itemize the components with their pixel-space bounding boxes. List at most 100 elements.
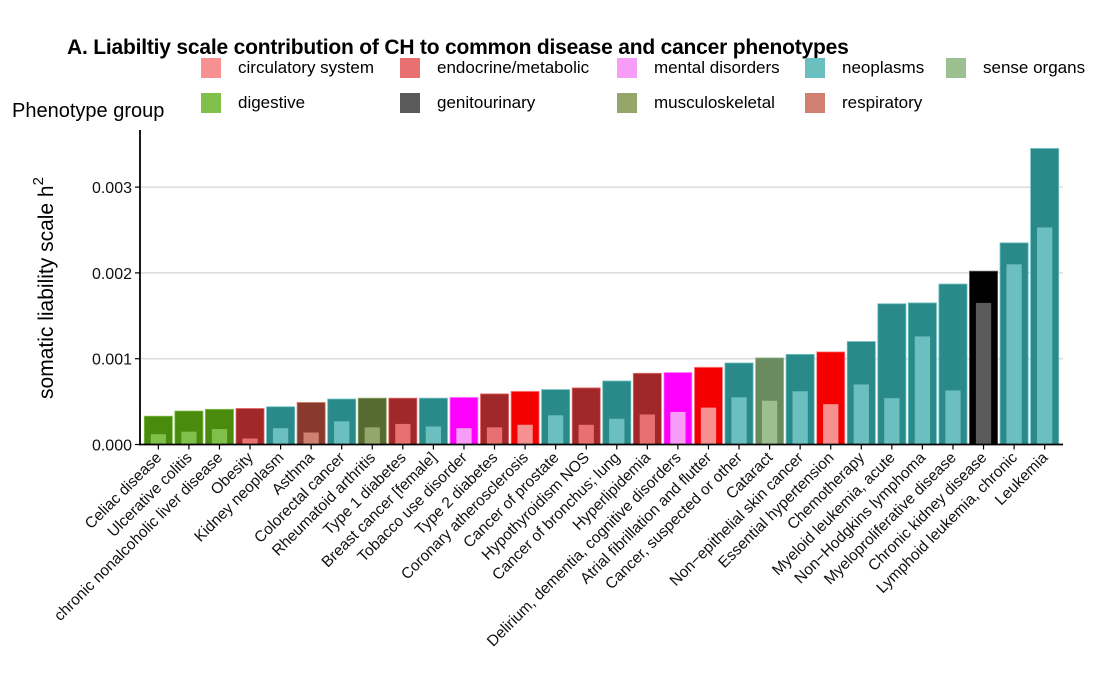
bar-inner	[853, 384, 869, 445]
legend-label: endocrine/metabolic	[437, 58, 590, 77]
bar-inner	[303, 432, 319, 445]
bar-inner	[517, 424, 533, 445]
bar-inner	[670, 411, 686, 445]
legend-swatch	[201, 93, 221, 113]
bar-inner	[731, 397, 747, 445]
legend-swatch	[617, 58, 637, 78]
legend-item-genitourinary: genitourinary	[400, 91, 535, 115]
bar-inner	[364, 427, 380, 445]
bar-inner	[181, 431, 197, 445]
bar-inner	[914, 336, 931, 445]
legend-item-endocrine-metabolic: endocrine/metabolic	[400, 56, 589, 80]
legend-item-circulatory-system: circulatory system	[201, 56, 374, 80]
bar-group	[480, 393, 509, 445]
bar-group	[143, 415, 173, 445]
bar-inner	[700, 407, 717, 445]
legend-label: mental disorders	[654, 58, 780, 77]
bar-inner	[945, 390, 961, 445]
legend-swatch	[400, 58, 420, 78]
legend-label: respiratory	[842, 93, 923, 112]
bar-group	[327, 398, 357, 445]
bar-inner	[975, 302, 992, 445]
bar-inner	[242, 438, 258, 445]
legend-label: digestive	[238, 93, 306, 112]
bar-inner	[1037, 227, 1053, 445]
bar-inner	[334, 421, 350, 445]
bar-group	[449, 396, 479, 445]
bar-group	[663, 372, 693, 445]
bar-inner	[578, 424, 594, 445]
bar-group	[724, 362, 754, 445]
bar-group	[755, 357, 785, 445]
bar-inner	[792, 391, 808, 445]
bar-group	[174, 410, 204, 445]
chart-title: A. Liabiltiy scale contribution of CH to…	[67, 36, 849, 59]
legend-item-sense-organs: sense organs	[946, 56, 1085, 80]
legend-item-digestive: digestive	[201, 91, 305, 115]
bar-inner	[272, 428, 289, 445]
bar-group	[694, 366, 723, 445]
bar-group	[602, 380, 632, 445]
bar-inner	[639, 414, 655, 445]
legend-swatch	[617, 93, 637, 113]
bar-group	[1030, 148, 1060, 445]
y-axis-label: somatic liability scale h2	[30, 177, 58, 399]
bar-group	[571, 387, 601, 445]
legend-item-musculoskeletal: musculoskeletal	[617, 91, 775, 115]
legend-swatch	[946, 58, 966, 78]
bars	[143, 148, 1060, 445]
legend-swatch	[400, 93, 420, 113]
legend-swatch	[805, 58, 825, 78]
bar-group	[877, 303, 907, 445]
legend-label: genitourinary	[437, 93, 536, 112]
bar-inner	[884, 398, 900, 445]
bar-group	[907, 302, 937, 445]
bar-group	[388, 397, 418, 445]
y-axis-label-superscript: 2	[30, 177, 47, 185]
bar-group	[785, 354, 815, 445]
y-axis-ticks: 0.000 0.001 0.002 0.003	[92, 180, 140, 455]
y-tick-label: 0.000	[92, 438, 132, 455]
bar-group	[357, 397, 387, 445]
legend-label: musculoskeletal	[654, 93, 775, 112]
bar-group	[846, 341, 876, 445]
y-tick-label: 0.003	[92, 180, 132, 197]
bar-group	[541, 389, 571, 445]
bar-inner	[456, 428, 472, 445]
bar-inner	[211, 429, 228, 445]
bar-group	[510, 390, 540, 445]
bar-inner	[425, 426, 442, 445]
legend-swatch	[805, 93, 825, 113]
legend-title: Phenotype group	[12, 100, 165, 122]
axes	[139, 130, 1063, 446]
bar-group	[938, 283, 968, 445]
y-axis-label-text: somatic liability scale h	[35, 185, 58, 399]
bar-group	[816, 351, 846, 445]
bar-group	[999, 242, 1029, 445]
bar-inner	[395, 423, 411, 445]
bar-group	[418, 397, 448, 445]
legend-label: neoplasms	[842, 58, 925, 77]
bar-inner	[761, 400, 778, 445]
bar-inner	[486, 427, 503, 445]
bar-group	[969, 270, 998, 445]
bar-group	[296, 402, 326, 445]
bar-inner	[150, 434, 166, 445]
bar-inner	[609, 418, 625, 445]
legend-label: circulatory system	[238, 58, 375, 77]
y-tick-label: 0.002	[92, 266, 132, 283]
legend-item-respiratory: respiratory	[805, 91, 922, 115]
bar-inner	[1006, 264, 1022, 445]
bar-inner	[823, 404, 839, 445]
legend-item-neoplasms: neoplasms	[805, 56, 924, 80]
bar-inner	[548, 415, 564, 445]
bar-group	[632, 372, 662, 445]
bar-group	[235, 408, 265, 445]
legend-label: sense organs	[983, 58, 1086, 77]
legend-swatch	[201, 58, 221, 78]
y-tick-label: 0.001	[92, 352, 132, 369]
bar-group	[266, 406, 296, 445]
bar-group	[205, 408, 234, 445]
